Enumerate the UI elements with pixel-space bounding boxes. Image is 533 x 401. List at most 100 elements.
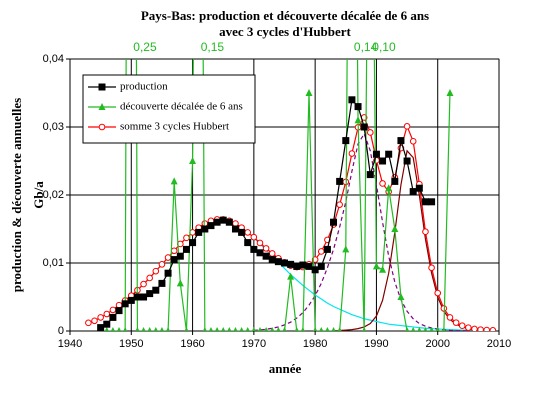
- x-tick-label: 2000: [425, 338, 449, 350]
- marker-square: [311, 266, 319, 274]
- data-label: 0,10: [372, 40, 396, 54]
- marker-triangle: [385, 184, 393, 192]
- marker-square: [140, 293, 148, 301]
- marker-triangle: [104, 327, 109, 331]
- marker-square: [366, 171, 374, 179]
- marker-triangle: [135, 327, 140, 331]
- marker-triangle: [215, 327, 220, 331]
- marker-circle: [164, 254, 172, 261]
- marker-triangle: [98, 103, 106, 110]
- marker-triangle: [362, 327, 367, 331]
- marker-square: [379, 157, 387, 165]
- marker-square: [317, 262, 325, 270]
- marker-circle: [409, 137, 417, 145]
- marker-triangle: [435, 327, 440, 331]
- marker-triangle: [405, 327, 410, 331]
- marker-circle: [109, 306, 117, 314]
- marker-triangle: [325, 327, 330, 331]
- marker-square: [121, 300, 129, 308]
- series-line: [253, 132, 469, 331]
- marker-triangle: [233, 327, 238, 331]
- marker-circle: [465, 324, 472, 331]
- marker-circle: [98, 123, 106, 131]
- marker-triangle: [147, 327, 152, 331]
- marker-triangle: [391, 225, 399, 232]
- data-label: 0,15: [201, 40, 225, 54]
- marker-circle: [422, 228, 429, 236]
- y-tick-label: 0: [58, 325, 64, 337]
- y-axis-label: production & découverte annuelles: [9, 98, 24, 292]
- marker-circle: [152, 267, 160, 275]
- marker-circle: [477, 326, 484, 331]
- marker-square: [152, 286, 160, 294]
- marker-square: [115, 307, 123, 315]
- marker-square: [176, 252, 184, 260]
- marker-circle: [103, 310, 111, 318]
- x-tick-label: 1970: [242, 338, 266, 350]
- x-axis-label: année: [269, 361, 302, 376]
- marker-triangle: [282, 327, 287, 331]
- marker-square: [421, 198, 429, 206]
- marker-triangle: [270, 327, 275, 331]
- marker-circle: [483, 326, 491, 331]
- marker-square: [348, 96, 356, 104]
- marker-square: [182, 245, 190, 253]
- marker-square: [146, 290, 154, 298]
- legend-label: production: [120, 81, 168, 93]
- marker-triangle: [251, 327, 256, 331]
- marker-square: [268, 256, 276, 264]
- marker-square: [409, 188, 417, 196]
- marker-circle: [183, 234, 190, 242]
- y-axis-unit: Gb/a: [31, 181, 46, 209]
- marker-square: [403, 157, 411, 165]
- marker-square: [213, 218, 221, 226]
- marker-triangle: [331, 327, 336, 331]
- marker-triangle: [300, 327, 305, 331]
- marker-square: [342, 137, 350, 145]
- marker-triangle: [276, 327, 281, 331]
- marker-circle: [140, 280, 147, 288]
- marker-square: [250, 245, 258, 253]
- x-tick-label: 1980: [303, 338, 327, 350]
- marker-circle: [379, 180, 386, 187]
- legend-label: somme 3 cycles Hubbert: [120, 121, 229, 133]
- marker-square: [98, 83, 106, 91]
- legend-label: découverte décalée de 6 ans: [120, 101, 243, 113]
- marker-square: [103, 320, 111, 328]
- marker-square: [354, 103, 362, 111]
- marker-square: [372, 150, 380, 158]
- marker-circle: [268, 250, 276, 257]
- marker-square: [299, 261, 307, 269]
- marker-square: [201, 225, 209, 233]
- marker-triangle: [264, 327, 269, 331]
- marker-square: [336, 177, 344, 185]
- marker-triangle: [305, 89, 313, 96]
- marker-square: [360, 123, 368, 131]
- chart-title: Pays-Bas: production et découverte décal…: [141, 8, 429, 23]
- marker-square: [207, 222, 215, 230]
- marker-triangle: [379, 265, 387, 273]
- marker-circle: [256, 239, 264, 247]
- marker-square: [97, 324, 105, 331]
- marker-circle: [471, 325, 478, 331]
- x-tick-label: 1990: [364, 338, 388, 350]
- marker-square: [385, 150, 393, 158]
- marker-square: [330, 218, 338, 226]
- y-tick-label: 0,03: [43, 121, 64, 133]
- marker-square: [281, 259, 288, 267]
- marker-triangle: [294, 327, 299, 331]
- marker-square: [170, 256, 178, 264]
- marker-square: [244, 239, 252, 247]
- marker-square: [262, 252, 270, 260]
- marker-circle: [452, 319, 460, 326]
- marker-square: [274, 258, 282, 266]
- marker-triangle: [441, 327, 446, 331]
- marker-triangle: [221, 327, 226, 331]
- marker-triangle: [257, 327, 262, 331]
- marker-square: [133, 293, 141, 301]
- marker-circle: [146, 274, 153, 282]
- marker-triangle: [189, 157, 197, 164]
- x-tick-label: 2010: [487, 338, 511, 350]
- marker-square: [428, 198, 436, 206]
- marker-square: [231, 225, 239, 233]
